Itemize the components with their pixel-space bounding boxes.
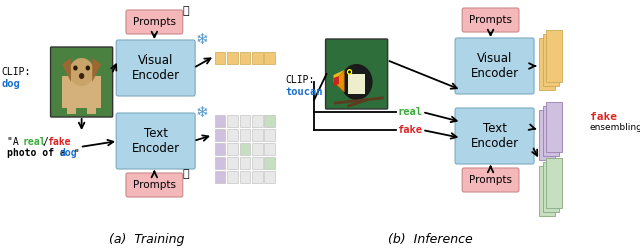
Bar (540, 166, 556, 216)
Bar (227, 171, 237, 183)
Bar (264, 143, 275, 155)
Bar (264, 129, 275, 141)
Bar (547, 102, 563, 152)
Circle shape (79, 73, 84, 79)
Text: (b)  Inference: (b) Inference (388, 234, 472, 246)
FancyBboxPatch shape (455, 38, 534, 94)
Circle shape (69, 58, 94, 86)
Bar (214, 52, 225, 64)
Text: Prompts: Prompts (133, 17, 176, 27)
Bar (239, 171, 250, 183)
Text: toucan: toucan (285, 87, 323, 97)
Bar (252, 129, 262, 141)
Bar (239, 115, 250, 127)
Polygon shape (62, 58, 71, 82)
Text: 🔥: 🔥 (183, 6, 189, 16)
Bar (252, 143, 262, 155)
Bar (214, 157, 225, 169)
Bar (67, 100, 76, 114)
Text: Prompts: Prompts (469, 15, 512, 25)
Bar (87, 100, 96, 114)
Polygon shape (348, 74, 365, 94)
Text: Visual
Encoder: Visual Encoder (470, 52, 518, 80)
Polygon shape (333, 70, 344, 82)
Text: CLIP:: CLIP: (2, 67, 31, 77)
Bar (227, 129, 237, 141)
Text: fake: fake (397, 125, 422, 135)
Text: ❄: ❄ (195, 105, 208, 120)
FancyBboxPatch shape (462, 168, 519, 192)
Text: CLIP:: CLIP: (285, 75, 315, 85)
Bar (252, 52, 262, 64)
Text: Prompts: Prompts (469, 175, 512, 185)
Circle shape (73, 66, 77, 70)
Text: (a)  Training: (a) Training (109, 234, 184, 246)
Bar (214, 129, 225, 141)
Bar (214, 143, 225, 155)
Bar (214, 171, 225, 183)
FancyBboxPatch shape (116, 40, 195, 96)
FancyBboxPatch shape (126, 173, 183, 197)
Bar (239, 129, 250, 141)
Bar (239, 143, 250, 155)
Polygon shape (333, 70, 344, 92)
Text: ": " (74, 148, 79, 158)
Bar (264, 115, 275, 127)
FancyBboxPatch shape (462, 8, 519, 32)
Text: Text
Encoder: Text Encoder (132, 127, 180, 155)
Text: photo of a: photo of a (7, 148, 72, 158)
Bar (543, 106, 559, 156)
Text: Prompts: Prompts (133, 180, 176, 190)
Bar (227, 143, 237, 155)
Text: "A: "A (7, 137, 25, 147)
Bar (264, 157, 275, 169)
Bar (540, 38, 556, 90)
Text: ensembling: ensembling (590, 124, 640, 132)
Bar (252, 171, 262, 183)
Text: Text
Encoder: Text Encoder (470, 122, 518, 150)
Bar (227, 115, 237, 127)
Text: dog: dog (2, 79, 20, 89)
Bar (239, 157, 250, 169)
Text: 🔥: 🔥 (183, 169, 189, 179)
Bar (264, 171, 275, 183)
Bar (543, 162, 559, 212)
Bar (264, 52, 275, 64)
Text: fake: fake (590, 112, 617, 122)
Text: /: / (43, 137, 49, 147)
Text: dog: dog (60, 148, 77, 158)
Bar (252, 115, 262, 127)
Bar (227, 157, 237, 169)
FancyBboxPatch shape (51, 47, 113, 117)
Text: real: real (397, 107, 422, 117)
Polygon shape (333, 76, 339, 86)
Bar (252, 157, 262, 169)
Bar (239, 52, 250, 64)
Circle shape (340, 64, 372, 100)
Bar (214, 115, 225, 127)
Polygon shape (62, 76, 101, 108)
Text: real: real (23, 137, 47, 147)
Circle shape (347, 69, 352, 75)
Text: Visual
Encoder: Visual Encoder (132, 54, 180, 82)
FancyBboxPatch shape (126, 10, 183, 34)
Bar (227, 52, 237, 64)
FancyBboxPatch shape (116, 113, 195, 169)
Text: ❄: ❄ (195, 32, 208, 47)
Polygon shape (92, 58, 101, 82)
FancyBboxPatch shape (326, 39, 388, 109)
Circle shape (86, 66, 90, 70)
Circle shape (348, 70, 351, 74)
Text: fake: fake (47, 137, 70, 147)
FancyBboxPatch shape (455, 108, 534, 164)
Bar (540, 110, 556, 160)
Bar (547, 158, 563, 208)
Bar (547, 30, 563, 82)
Bar (543, 34, 559, 86)
